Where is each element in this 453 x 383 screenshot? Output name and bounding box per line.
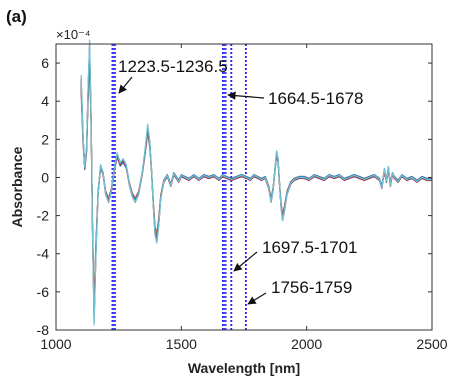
annotation-arrow-3 [247,292,267,305]
y-tick-label: 6 [41,55,49,71]
spectrum-line-7 [80,39,432,326]
annotation-label-1: 1664.5-1678 [268,89,363,108]
annotation-label-3: 1756-1759 [271,278,352,297]
y-exponent-label: ×10⁻⁴ [56,27,91,42]
plot-frame [55,43,433,331]
x-tick-label: 2500 [416,336,447,352]
y-tick-label: -6 [37,284,50,300]
x-tick-label: 2000 [291,336,322,352]
y-tick-label: 2 [41,131,49,147]
band-annotations: 1223.5-1236.5 1664.5-1678 1697.5-1701 1756-… [118,57,363,305]
y-tick-label: -4 [37,246,50,262]
panel-label: (a) [6,7,27,26]
x-axis-title: Wavelength [nm] [188,360,300,376]
y-tick-label: 4 [41,93,49,109]
y-tick-label: -8 [37,322,50,338]
y-axis-title: Absorbance [9,146,25,227]
annotation-arrow-2 [233,251,258,272]
x-tick-label: 1000 [40,336,71,352]
annotation-arrow-1 [227,91,265,100]
annotation-label-0: 1223.5-1236.5 [118,57,228,76]
annotation-arrow-0 [118,76,133,94]
y-tick-label: 0 [41,169,49,185]
annotation-label-2: 1697.5-1701 [262,238,357,257]
y-tick-label: -2 [37,208,50,224]
axis-ticks: 1000 1500 2000 2500 -8 -6 -4 -2 0 2 4 6 [37,44,448,352]
x-tick-label: 1500 [166,336,197,352]
spectra-series [80,39,432,326]
